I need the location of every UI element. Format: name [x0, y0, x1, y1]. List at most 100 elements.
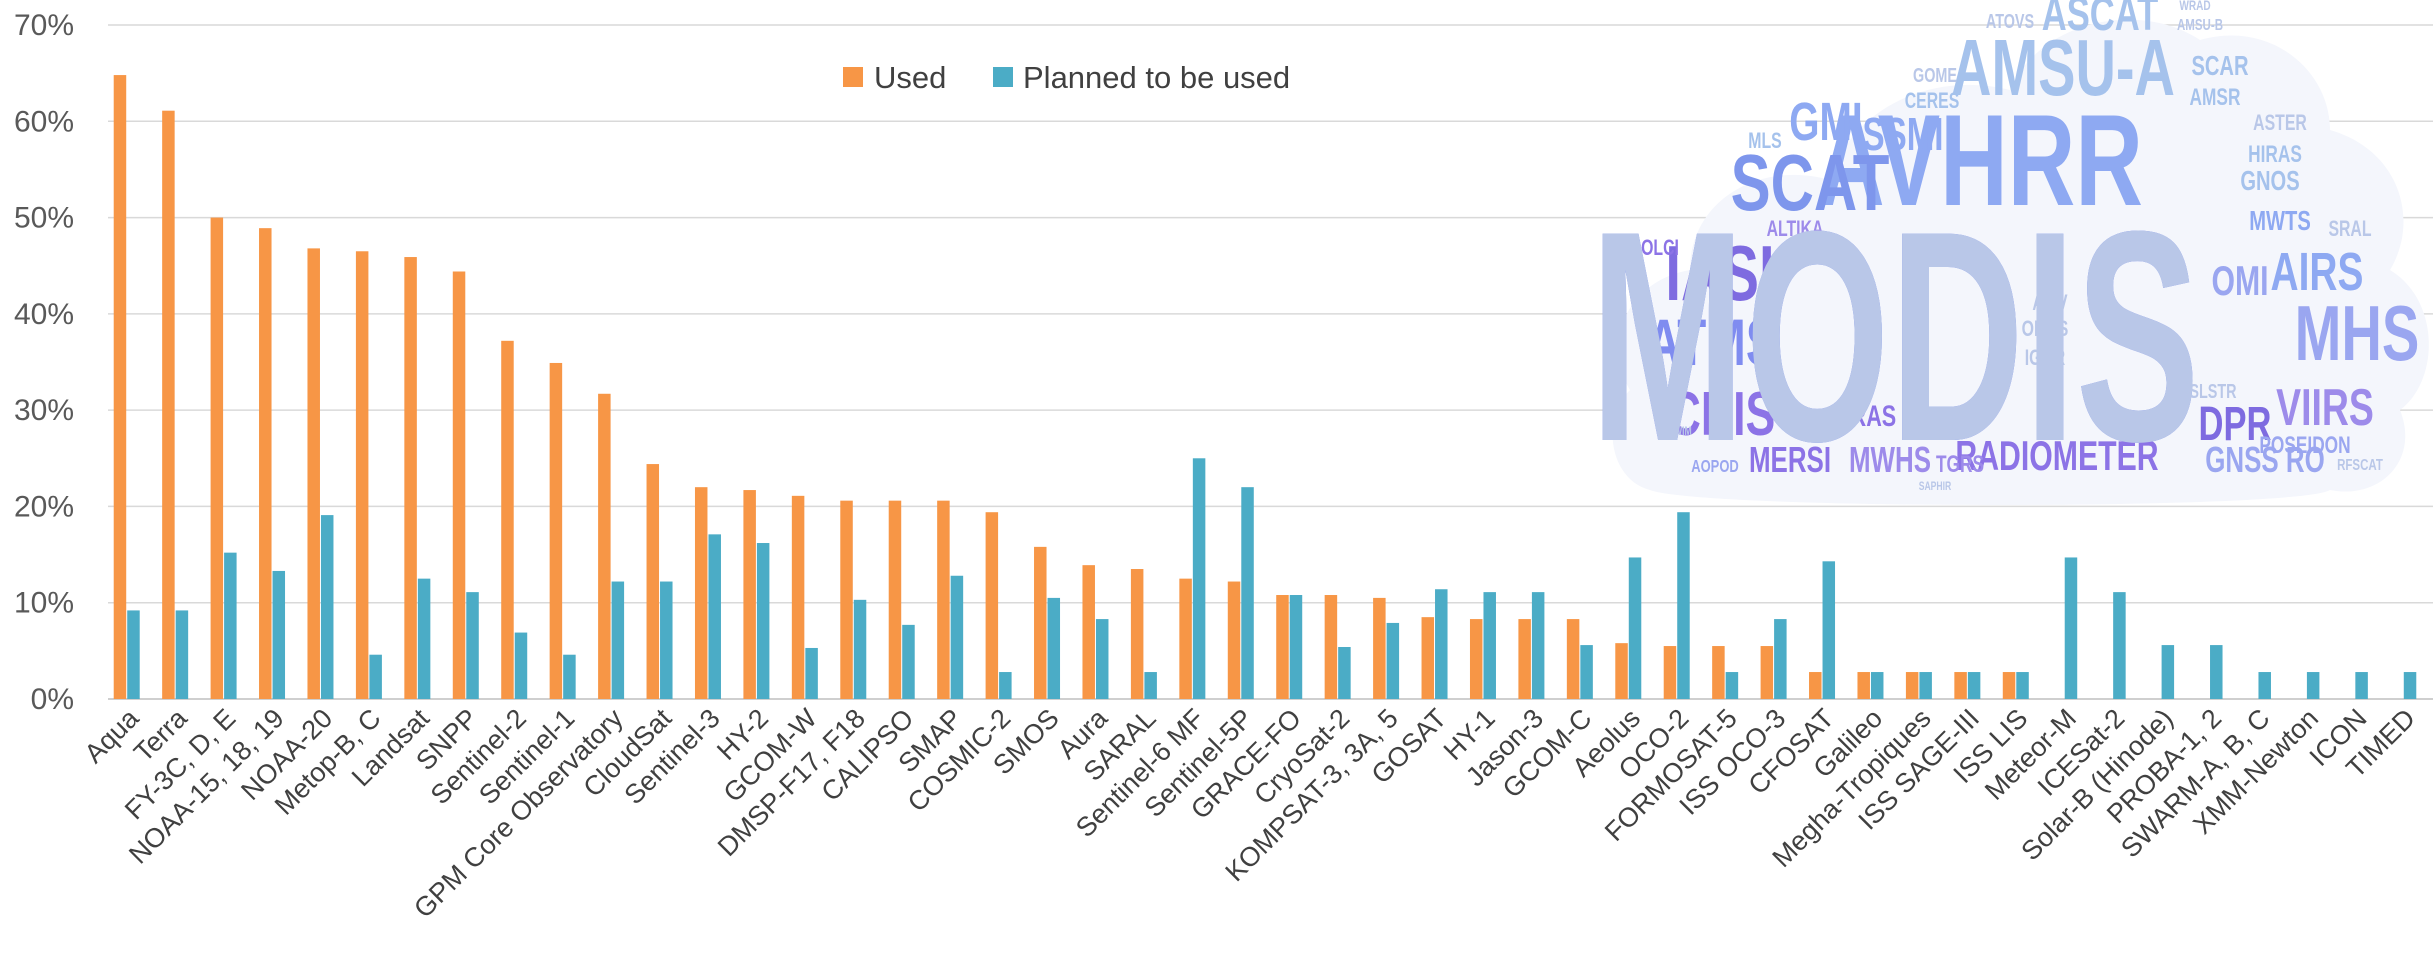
word-cloud-word: GNSS RO: [2205, 440, 2325, 480]
word-cloud-word: AMSR: [2190, 84, 2241, 110]
word-cloud-word: GMI: [1789, 91, 1862, 152]
word-cloud-word: MLS: [1748, 130, 1782, 154]
word-cloud-word: GNOS: [2240, 166, 2299, 197]
word-cloud-background: [1612, 19, 2429, 505]
bar-planned: [2306, 672, 2320, 699]
bar-planned: [1967, 672, 1981, 699]
bar-planned: [1870, 672, 1884, 699]
bar-planned: [708, 534, 721, 699]
word-cloud-word: HIRAS: [2248, 141, 2302, 167]
bar-planned: [853, 599, 867, 699]
bar-planned: [175, 610, 189, 699]
word-cloud-word: IASI: [1665, 230, 1774, 317]
legend-swatch-planned: [993, 67, 1013, 87]
word-cloud-word: TGRS: [1936, 451, 1984, 477]
bar-used: [355, 251, 369, 699]
bar-planned: [2210, 645, 2223, 699]
bar-used: [1373, 597, 1386, 699]
word-cloud-word: OMI: [2211, 257, 2268, 304]
bar-planned: [1192, 458, 1206, 699]
bar-planned: [611, 581, 625, 699]
bar-used: [791, 495, 805, 699]
word-cloud-word: MERSI: [1749, 440, 1831, 480]
word-cloud-word: SLSTR: [2189, 380, 2237, 403]
y-tick-label: 50%: [14, 202, 74, 235]
y-tick-label: 70%: [14, 9, 74, 42]
word-cloud-word: SCAT: [1731, 138, 1890, 227]
word-cloud-word: WRAD: [2179, 0, 2210, 13]
bar-planned: [2355, 672, 2368, 699]
word-cloud-word: CERES: [1905, 90, 1960, 114]
bar-used: [404, 257, 417, 699]
bar-used: [888, 500, 902, 699]
word-cloud-word: RFSCAT: [2337, 455, 2383, 473]
word-cloud-word: ATMS: [1646, 306, 1777, 379]
bar-used: [162, 110, 175, 700]
bar-planned: [466, 592, 479, 699]
legend-label-planned-to-be-used: Planned to be used: [1023, 60, 1290, 95]
bar-used: [1130, 569, 1144, 699]
word-cloud-word: OMPS: [2022, 318, 2069, 342]
y-tick-label: 30%: [14, 394, 74, 427]
word-cloud-word: AIRS: [2271, 241, 2364, 302]
bar-used: [598, 393, 611, 699]
bar-used: [1566, 619, 1580, 699]
bar-planned: [1531, 592, 1545, 699]
word-cloud-word: MODIS: [1590, 168, 2200, 503]
bar-used: [1421, 617, 1435, 699]
bar-planned: [805, 647, 818, 699]
y-tick-label: 40%: [14, 298, 74, 331]
bar-planned: [2403, 672, 2417, 699]
bar-planned: [1435, 589, 1448, 699]
bar-planned: [1095, 619, 1109, 699]
bar-used: [307, 248, 320, 699]
bar-planned: [1725, 672, 1739, 699]
word-cloud-word: AOPOD: [1691, 457, 1738, 477]
word-cloud-word: VIIRS: [2276, 378, 2374, 437]
word-cloud-word: GOME: [1913, 64, 1957, 87]
bar-planned: [127, 610, 140, 699]
bar-used: [985, 512, 999, 699]
bar-used: [549, 362, 563, 699]
bar-used: [1712, 646, 1725, 699]
bar-used: [1663, 646, 1677, 699]
legend-swatch-used: [843, 67, 863, 87]
bar-used: [840, 500, 853, 699]
bar-planned: [1483, 592, 1496, 699]
bar-planned: [1919, 672, 1932, 699]
word-cloud-word: SSMI: [1863, 110, 1944, 160]
bar-used: [1179, 578, 1192, 699]
word-cloud-word: AMV: [2032, 292, 2067, 316]
bar-planned: [1822, 561, 1836, 699]
bar-planned: [514, 632, 528, 699]
bar-planned: [1386, 622, 1400, 699]
bar-planned: [224, 552, 237, 699]
bar-planned: [1628, 557, 1642, 699]
bar-planned: [369, 654, 382, 699]
bar-used: [937, 500, 950, 699]
series-used-bars: [113, 75, 2016, 700]
y-tick-label: 10%: [14, 587, 74, 620]
bar-planned: [1047, 597, 1061, 699]
bar-planned: [1144, 672, 1157, 699]
word-cloud-word: SRAL: [2328, 218, 2371, 242]
bar-used: [1760, 646, 1774, 699]
legend: Used Planned to be used: [843, 60, 1290, 95]
word-cloud-word: ALTIKA: [1767, 218, 1824, 242]
word-cloud-word: MODIS: [1590, 168, 2200, 503]
bar-planned: [2258, 672, 2271, 699]
word-cloud-word: ATOVS: [1986, 10, 2034, 33]
word-cloud-word: OLCI: [1641, 237, 1679, 261]
word-cloud-word: CRIS: [1669, 380, 1776, 449]
word-cloud-word: DPR: [2199, 396, 2272, 450]
word-cloud-word: SWIM: [1668, 426, 1691, 439]
bar-used: [210, 217, 224, 700]
series-planned-bars: [127, 458, 2417, 699]
bar-planned: [417, 578, 431, 699]
word-cloud-word: SCAR: [2191, 51, 2248, 82]
bar-used: [1324, 595, 1338, 699]
word-cloud-word: AMSU-A: [1951, 22, 2175, 112]
legend-label-used: Used: [874, 60, 946, 95]
bar-used: [501, 340, 514, 699]
